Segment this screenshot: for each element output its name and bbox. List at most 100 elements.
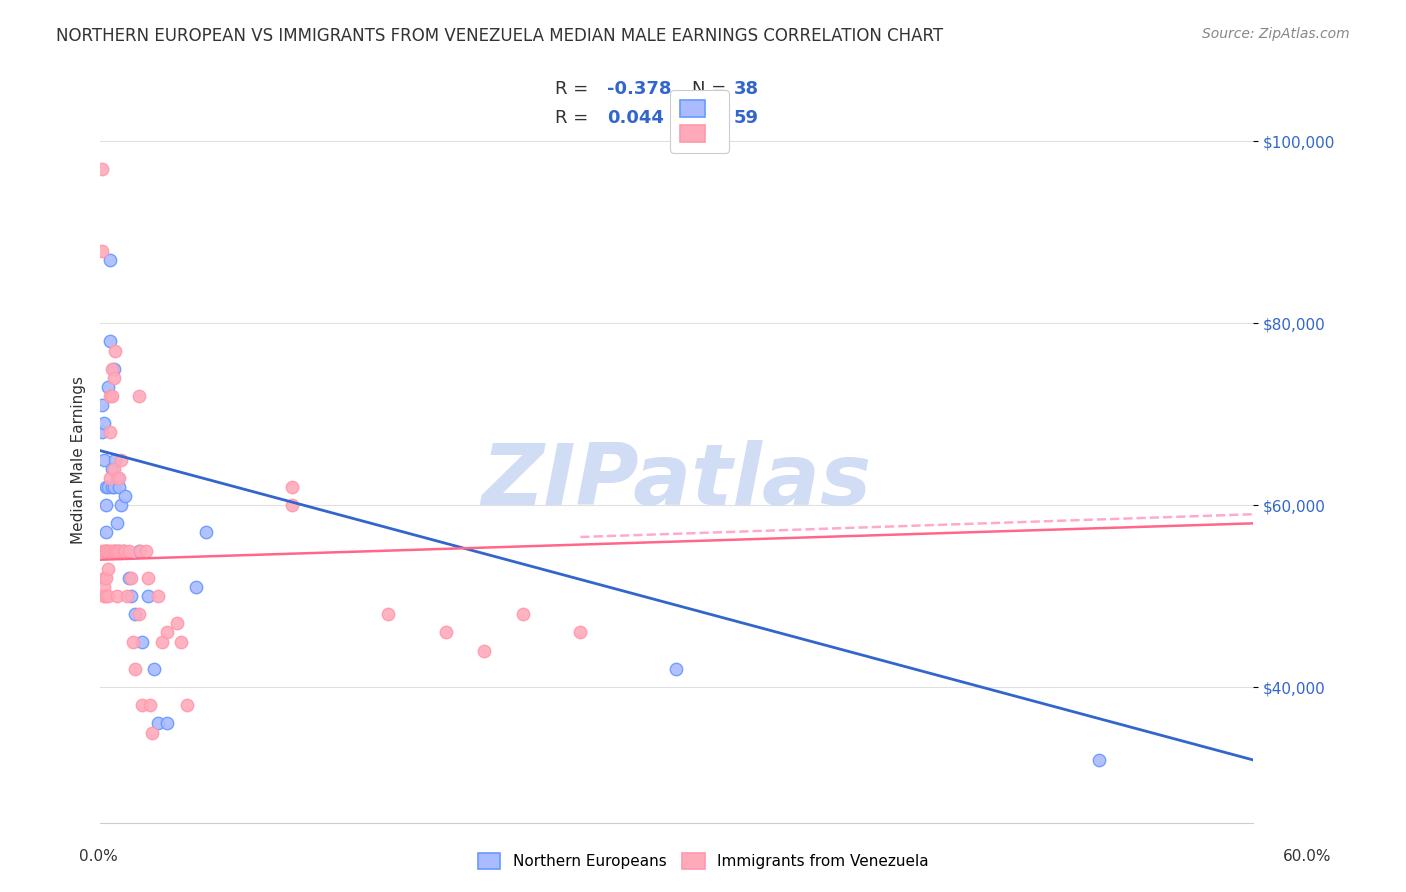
Point [94,571,117,585]
Point [100,480,122,494]
Point [108,543,131,558]
Point [91,398,114,412]
Point [120,571,142,585]
Text: N =: N = [692,79,731,97]
Point [472,643,495,657]
Point [131,634,153,648]
Legend: Northern Europeans, Immigrants from Venezuela: Northern Europeans, Immigrants from Vene… [471,847,935,875]
Point [128,389,150,403]
Point [146,589,169,603]
Point [512,607,534,622]
Point [110,498,132,512]
Point [97,480,120,494]
Point [146,716,169,731]
Point [94,498,117,512]
Point [128,543,150,558]
Point [112,543,135,558]
Point [104,452,127,467]
Text: 0.044: 0.044 [607,109,664,127]
Point [665,662,688,676]
Point [118,571,141,585]
Text: N =: N = [692,109,731,127]
Point [97,589,120,603]
Point [94,543,117,558]
Point [131,698,153,713]
Point [93,543,115,558]
Point [118,543,141,558]
Point [98,334,121,349]
Text: R =: R = [555,109,595,127]
Point [176,698,198,713]
Point [281,498,304,512]
Point [281,480,304,494]
Point [97,380,120,394]
Point [377,607,399,622]
Point [103,361,125,376]
Y-axis label: Median Male Earnings: Median Male Earnings [72,376,86,544]
Point [136,571,159,585]
Point [93,580,115,594]
Point [97,543,120,558]
Point [124,607,146,622]
Point [141,725,163,739]
Point [103,371,125,385]
Point [142,662,165,676]
Point [128,607,150,622]
Point [94,525,117,540]
Point [150,634,173,648]
Point [114,543,136,558]
Point [98,389,121,403]
Text: 0.0%: 0.0% [79,849,118,863]
Point [114,489,136,503]
Point [93,571,115,585]
Point [100,361,122,376]
Point [129,543,152,558]
Point [135,543,157,558]
Point [98,543,121,558]
Point [91,161,114,176]
Text: Source: ZipAtlas.com: Source: ZipAtlas.com [1202,27,1350,41]
Text: -0.378: -0.378 [607,79,672,97]
Point [103,543,125,558]
Point [91,543,114,558]
Point [156,625,179,640]
Point [103,480,125,494]
Text: 60.0%: 60.0% [1284,849,1331,863]
Point [108,480,131,494]
Point [1088,753,1111,767]
Point [108,471,131,485]
Point [100,389,122,403]
Point [186,580,208,594]
Point [94,480,117,494]
Point [194,525,217,540]
Point [110,452,132,467]
Point [124,662,146,676]
Point [120,589,142,603]
Point [104,543,127,558]
Point [94,543,117,558]
Point [121,634,143,648]
Point [107,471,129,485]
Point [108,543,131,558]
Text: 59: 59 [734,109,759,127]
Point [107,543,129,558]
Point [112,543,135,558]
Point [94,589,117,603]
Text: R =: R = [555,79,595,97]
Point [98,252,121,267]
Point [107,516,129,531]
Point [156,716,179,731]
Point [107,589,129,603]
Point [104,343,127,358]
Point [569,625,592,640]
Point [170,634,193,648]
Text: NORTHERN EUROPEAN VS IMMIGRANTS FROM VENEZUELA MEDIAN MALE EARNINGS CORRELATION : NORTHERN EUROPEAN VS IMMIGRANTS FROM VEN… [56,27,943,45]
Point [136,589,159,603]
Point [104,543,127,558]
Point [97,562,120,576]
Point [98,425,121,440]
Text: ZIPatlas: ZIPatlas [481,440,872,523]
Point [139,698,162,713]
Point [93,589,115,603]
Point [166,616,188,631]
